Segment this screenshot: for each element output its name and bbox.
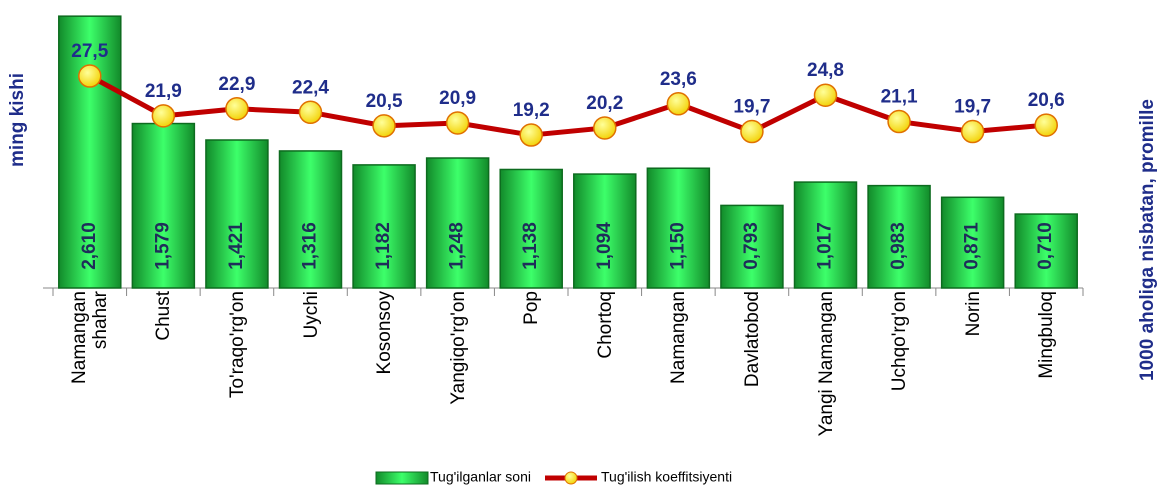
- bar: [1014, 213, 1078, 289]
- x-tick-label: Yangiqo'rg'on: [447, 291, 469, 405]
- bar: [573, 173, 637, 289]
- bar-value-label: 1,579: [152, 222, 173, 270]
- legend-label: Tug'ilish koeffitsiyenti: [601, 469, 732, 485]
- line-marker: [887, 109, 911, 134]
- line: [88, 73, 1047, 138]
- bar: [58, 15, 122, 289]
- legend-swatch: [375, 471, 429, 485]
- bar: [793, 181, 858, 289]
- x-tick-label: Namangan: [667, 291, 689, 384]
- line-value-label: 19,2: [513, 100, 550, 121]
- bar-value-label: 1,017: [815, 222, 836, 270]
- bar: [131, 122, 196, 289]
- line-value-label: 22,9: [218, 74, 255, 95]
- bar: [720, 204, 784, 289]
- x-tick-label: Mingbuloq: [1035, 291, 1057, 379]
- line-marker: [740, 119, 764, 144]
- x-tick-label: Namangan shahar: [68, 291, 111, 384]
- line-value-label: 27,5: [71, 41, 108, 62]
- line-value-label: 19,7: [733, 97, 770, 118]
- bar-value-label: 1,150: [667, 222, 688, 270]
- line-marker: [519, 123, 543, 147]
- x-tick-label: Chortoq: [594, 291, 616, 359]
- line-marker: [225, 96, 249, 121]
- bar-value-label: 1,138: [520, 222, 541, 270]
- line-marker: [666, 92, 691, 116]
- bar-value-label: 0,983: [888, 222, 909, 270]
- line-value-label: 21,9: [145, 81, 182, 102]
- line-marker: [813, 83, 838, 107]
- bar: [425, 157, 490, 289]
- bar: [352, 164, 416, 289]
- line-value-label: 24,8: [807, 60, 844, 81]
- x-tick-label: Davlatobod: [741, 291, 763, 388]
- y2-axis-title: 1000 aholiga nisbatan, promille: [1137, 99, 1158, 381]
- line-value-label: 20,6: [1028, 90, 1065, 111]
- line-marker: [151, 104, 176, 128]
- line-value-label: 21,1: [881, 87, 918, 108]
- line-value-label: 22,4: [292, 77, 329, 98]
- x-tick-label: Norin: [962, 291, 984, 337]
- x-tick-label: Chust: [152, 291, 174, 341]
- x-tick-label: Yangi Namangan: [815, 291, 836, 437]
- x-tick-label: Kosonsoy: [373, 291, 395, 375]
- bar-value-label: 0,793: [741, 222, 762, 270]
- line-marker: [593, 116, 617, 140]
- line-marker: [372, 114, 396, 138]
- legend-label: Tug'ilganlar soni: [430, 469, 531, 485]
- x-tick-label: To'raqo'rg'on: [226, 291, 248, 399]
- line-value-label: 19,7: [954, 97, 991, 118]
- x-tick-label: Uchqo'rg'on: [888, 291, 910, 392]
- line-value-label: 20,9: [439, 88, 476, 109]
- bar-value-label: 1,316: [300, 222, 321, 270]
- line-marker: [1034, 113, 1058, 137]
- line-value-label: 20,5: [366, 91, 403, 112]
- bar-value-label: 1,094: [594, 222, 615, 270]
- line-marker: [445, 111, 470, 135]
- bar-value-label: 1,248: [447, 222, 468, 270]
- bar-value-label: 0,710: [1035, 222, 1056, 270]
- line-value-label: 23,6: [660, 69, 697, 90]
- bar: [499, 168, 563, 289]
- legend-swatch-marker: [564, 471, 578, 485]
- line-value-label: 20,2: [586, 93, 623, 114]
- bar-value-label: 1,182: [373, 222, 394, 270]
- bar: [205, 139, 269, 289]
- bar-value-label: 2,610: [79, 222, 100, 270]
- bar-value-label: 0,871: [962, 222, 983, 270]
- line-marker: [960, 119, 985, 144]
- x-tick-label: Uychi: [300, 291, 321, 339]
- bar: [278, 150, 343, 289]
- y-axis-title: ming kishi: [7, 73, 28, 167]
- x-tick-label: Pop: [520, 291, 542, 325]
- bar: [646, 167, 711, 289]
- line-marker: [298, 100, 323, 125]
- bar: [867, 184, 931, 289]
- line-marker: [78, 64, 102, 88]
- bar: [940, 196, 1005, 289]
- bar-value-label: 1,421: [226, 222, 247, 270]
